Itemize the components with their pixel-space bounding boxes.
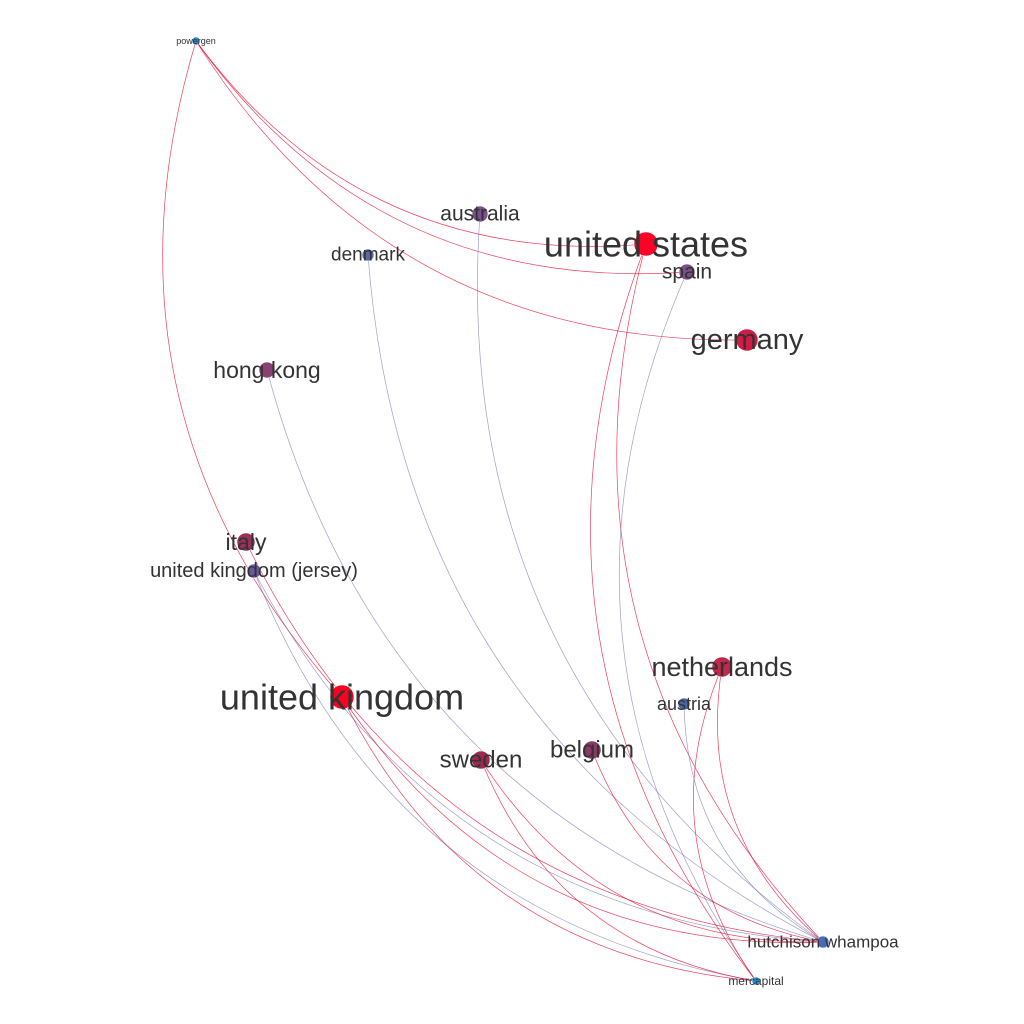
edge-sweden-to-hutchison-whampoa — [480, 759, 824, 943]
node-united-states[interactable] — [633, 231, 659, 257]
node-austria[interactable] — [677, 697, 691, 711]
edge-powergen-to-united-states — [195, 40, 647, 247]
label-denmark: denmark — [331, 245, 405, 266]
node-australia[interactable] — [471, 205, 489, 223]
edge-hong-kong-to-hutchison-whampoa — [266, 369, 824, 943]
edge-united-kingdom-to-mercapital — [341, 696, 757, 982]
label-austria: austria — [657, 694, 712, 714]
node-denmark[interactable] — [361, 248, 375, 262]
label-united-kingdom-jersey: united kingdom (jersey) — [150, 560, 358, 582]
node-sweden[interactable] — [471, 750, 491, 770]
node-belgium[interactable] — [582, 740, 602, 760]
node-mercapital[interactable] — [751, 976, 761, 986]
label-hutchison-whampoa: hutchison whampoa — [747, 933, 899, 952]
label-netherlands: netherlands — [651, 652, 792, 682]
node-germany[interactable] — [735, 328, 759, 352]
label-united-kingdom: united kingdom — [220, 677, 464, 718]
node-powergen[interactable] — [191, 36, 201, 46]
edge-belgium-to-hutchison-whampoa — [591, 749, 824, 943]
edge-powergen-to-germany — [195, 40, 748, 341]
label-layer: powergen united states australia denmark spa… — [150, 36, 899, 988]
edge-powergen-to-united-kingdom — [162, 40, 343, 698]
label-powergen: powergen — [176, 36, 216, 46]
edge-powergen-to-spain — [195, 40, 688, 275]
edge-layer — [162, 40, 824, 982]
edge-australia-to-hutchison-whampoa — [477, 213, 824, 943]
edge-united-states-to-mercapital — [590, 243, 757, 982]
node-spain[interactable] — [678, 263, 696, 281]
node-hong-kong[interactable] — [258, 361, 276, 379]
node-united-kingdom[interactable] — [329, 684, 355, 710]
label-australia: australia — [440, 203, 520, 226]
edge-netherlands-to-mercapital — [693, 666, 757, 982]
edge-united-states-to-hutchison-whampoa — [616, 243, 824, 943]
edge-sweden-to-mercapital — [480, 759, 757, 982]
edge-austria-to-hutchison-whampoa — [683, 703, 824, 943]
label-hong-kong: hong kong — [213, 357, 320, 383]
node-hutchison-whampoa[interactable] — [816, 935, 830, 949]
edge-italy-to-hutchison-whampoa — [245, 541, 824, 943]
label-mercapital: mercapital — [728, 974, 783, 988]
edge-united-kingdom-to-hutchison-whampoa — [341, 696, 824, 943]
node-layer — [191, 36, 830, 986]
label-germany: germany — [691, 324, 804, 356]
label-spain: spain — [662, 261, 712, 284]
node-united-kingdom-jersey[interactable] — [246, 563, 262, 579]
edge-denmark-to-hutchison-whampoa — [367, 254, 824, 943]
node-netherlands[interactable] — [711, 656, 733, 678]
edge-united-kingdom-jersey-to-hutchison-whampoa — [253, 570, 824, 943]
label-sweden: sweden — [440, 747, 523, 774]
label-belgium: belgium — [550, 737, 634, 764]
edge-netherlands-to-hutchison-whampoa — [717, 666, 824, 943]
node-italy[interactable] — [236, 532, 256, 552]
edge-spain-to-mercapital — [618, 271, 757, 982]
label-italy: italy — [226, 529, 267, 555]
label-united-states: united states — [544, 224, 748, 265]
